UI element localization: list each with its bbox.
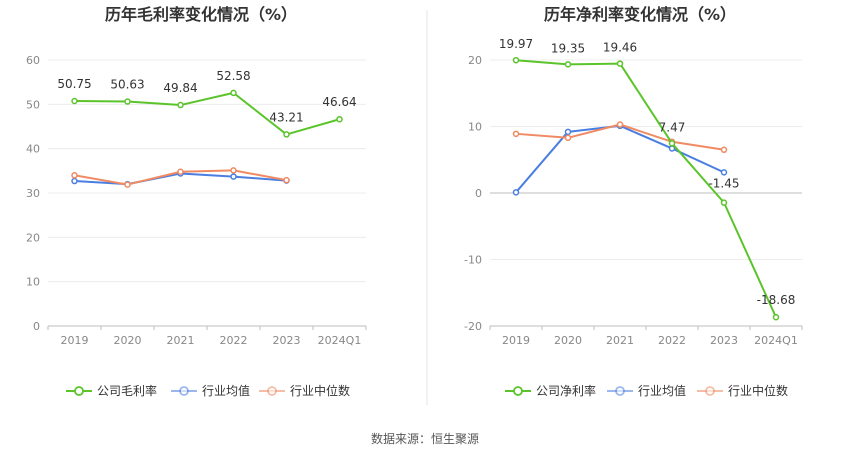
data-point <box>283 131 290 138</box>
y-tick-label: 60 <box>26 54 40 67</box>
legend-label: 公司净利率 <box>536 383 596 398</box>
data-point <box>230 173 237 180</box>
legend-marker-icon <box>179 386 189 396</box>
data-label: 19.35 <box>551 41 585 55</box>
data-point <box>720 199 728 206</box>
y-tick-label: 20 <box>26 231 40 244</box>
y-tick-label: 30 <box>26 187 40 200</box>
x-tick-label: 2021 <box>167 334 195 347</box>
x-tick-label: 2023 <box>710 334 738 347</box>
data-point <box>230 167 237 174</box>
legend-label: 行业均值 <box>202 383 250 398</box>
chart-title: 历年毛利率变化情况（%） <box>105 5 297 24</box>
data-point <box>564 134 572 142</box>
x-tick-label: 2021 <box>606 334 634 347</box>
data-point <box>512 189 520 196</box>
chart-panel-2: 历年净利率变化情况（%） -20 -10 0 10 20 2019 2020 2021 2022 2… <box>464 5 803 398</box>
data-point <box>336 115 343 123</box>
data-point <box>124 181 131 188</box>
data-label: -18.68 <box>757 293 796 307</box>
data-point <box>71 97 78 105</box>
data-point <box>772 313 780 321</box>
legend-label: 行业均值 <box>638 383 686 398</box>
x-tick-label: 2020 <box>114 334 142 347</box>
legend-label: 公司毛利率 <box>97 383 157 398</box>
y-tick-label: 0 <box>475 187 482 200</box>
series-line-0 <box>74 91 340 136</box>
y-tick-label: 10 <box>468 121 482 134</box>
legend-marker-icon <box>267 386 277 396</box>
chart-title: 历年净利率变化情况（%） <box>544 5 736 24</box>
data-label: 19.97 <box>499 37 533 51</box>
data-point <box>230 89 237 97</box>
data-point <box>71 177 78 185</box>
series-line-0 <box>515 59 777 318</box>
data-label: 52.58 <box>216 69 250 83</box>
data-point <box>177 168 184 175</box>
data-point <box>512 56 520 64</box>
x-tick-label: 2024Q1 <box>318 334 362 347</box>
y-tick-label: 20 <box>468 54 482 67</box>
x-tick-label: 2024Q1 <box>754 334 798 347</box>
legend-item-2[interactable]: 行业中位数 <box>697 383 788 398</box>
data-label: 43.21 <box>269 110 303 124</box>
data-label: 49.84 <box>163 81 197 95</box>
data-point <box>564 61 572 68</box>
legend-item-1[interactable]: 行业均值 <box>607 383 686 398</box>
y-tick-label: 10 <box>26 276 40 289</box>
data-source-note: 数据来源：恒生聚源 <box>370 432 479 446</box>
data-point <box>71 172 78 179</box>
data-point <box>720 146 728 154</box>
data-point <box>720 169 728 176</box>
data-label: 19.46 <box>603 41 637 55</box>
x-tick-label: 2019 <box>61 334 89 347</box>
data-point <box>616 60 624 67</box>
legend-marker-icon <box>74 386 84 396</box>
data-label: 7.47 <box>659 120 686 134</box>
data-label: -1.45 <box>708 177 739 191</box>
y-tick-label: 0 <box>33 320 40 333</box>
legend-label: 行业中位数 <box>290 383 350 398</box>
chart-panel-1: 历年毛利率变化情况（%） 0 10 20 30 40 50 60 2019 2020 2021 202… <box>26 5 367 398</box>
data-point <box>616 121 624 128</box>
legend-marker-icon <box>615 386 625 396</box>
data-label: 50.75 <box>57 77 91 91</box>
data-label: 46.64 <box>322 95 356 109</box>
x-tick-label: 2023 <box>273 334 301 347</box>
data-point <box>668 140 676 147</box>
data-point <box>283 176 290 184</box>
data-point <box>564 128 572 136</box>
data-point <box>512 130 520 138</box>
legend-marker-icon <box>513 386 523 396</box>
y-tick-label: 40 <box>26 143 40 156</box>
data-label: 50.63 <box>110 78 144 92</box>
y-tick-label: -20 <box>464 320 482 333</box>
y-tick-label: -10 <box>464 254 482 267</box>
legend-item-1[interactable]: 行业均值 <box>171 383 250 398</box>
legend-item-0[interactable]: 公司净利率 <box>505 383 596 398</box>
data-point <box>177 101 184 109</box>
legend-item-2[interactable]: 行业中位数 <box>259 383 350 398</box>
x-tick-label: 2020 <box>554 334 582 347</box>
x-tick-label: 2022 <box>658 334 686 347</box>
legend-marker-icon <box>705 386 715 396</box>
legend-item-0[interactable]: 公司毛利率 <box>66 383 157 398</box>
data-point <box>124 98 131 105</box>
legend-label: 行业中位数 <box>728 383 788 398</box>
x-tick-label: 2019 <box>502 334 530 347</box>
y-tick-label: 50 <box>26 98 40 111</box>
x-tick-label: 2022 <box>220 334 248 347</box>
